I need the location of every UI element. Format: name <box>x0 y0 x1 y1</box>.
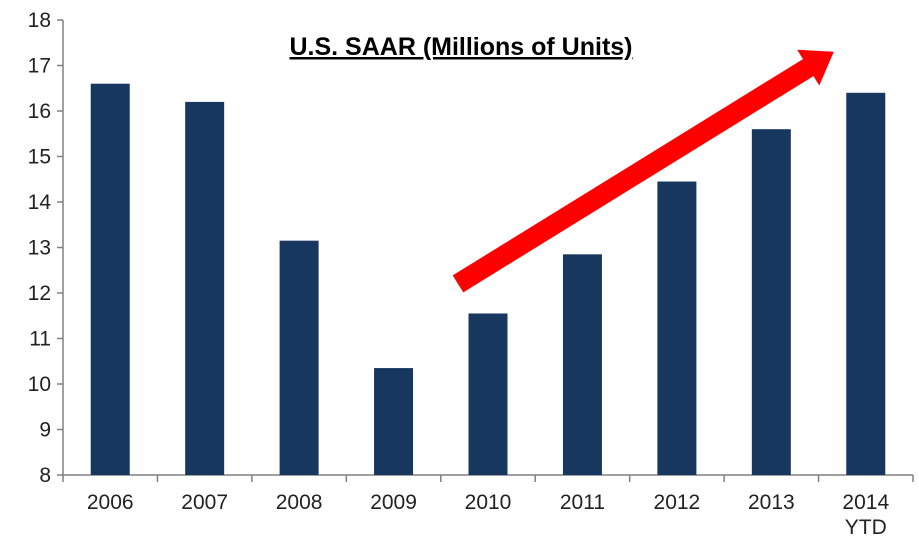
x-tick-label: 2012 <box>654 491 701 514</box>
x-tick-label: 2006 <box>87 491 134 514</box>
bar <box>468 313 508 475</box>
bar <box>185 101 225 476</box>
y-tick-label: 18 <box>28 9 51 32</box>
bar <box>846 92 886 476</box>
x-tick-label: 2010 <box>465 491 512 514</box>
bar <box>657 181 697 475</box>
x-tick-label: 2007 <box>181 491 228 514</box>
chart-title: U.S. SAAR (Millions of Units) <box>289 33 632 61</box>
x-tick-label: 2009 <box>370 491 417 514</box>
y-tick-label: 11 <box>29 328 51 351</box>
y-tick-label: 16 <box>28 100 51 123</box>
x-tick-label: 2013 <box>748 491 795 514</box>
y-axis: 8 9 10 11 12 13 14 15 16 17 18 <box>28 9 64 487</box>
x-tick-label: 2011 <box>560 491 605 514</box>
x-axis: 2006 2007 2008 2009 2010 2011 2012 2013 2014 YTD <box>62 474 914 539</box>
y-tick-label: 10 <box>28 373 51 396</box>
y-tick-label: 17 <box>28 55 51 78</box>
bar <box>279 240 319 475</box>
x-tick-label: 2008 <box>276 491 323 514</box>
trend-arrow <box>452 49 834 293</box>
trend-arrow-shape <box>452 49 834 293</box>
y-tick-label: 8 <box>39 464 51 487</box>
x-tick-label: 2014 YTD <box>842 491 889 539</box>
bar <box>562 254 602 475</box>
y-tick-label: 9 <box>39 419 51 442</box>
bar <box>751 129 791 475</box>
y-tick-label: 12 <box>28 282 51 305</box>
y-tick-label: 13 <box>28 237 51 260</box>
bar <box>374 368 414 475</box>
bar <box>90 83 130 475</box>
y-tick-label: 14 <box>28 191 52 214</box>
bars <box>90 83 886 476</box>
y-tick-label: 15 <box>28 146 51 169</box>
